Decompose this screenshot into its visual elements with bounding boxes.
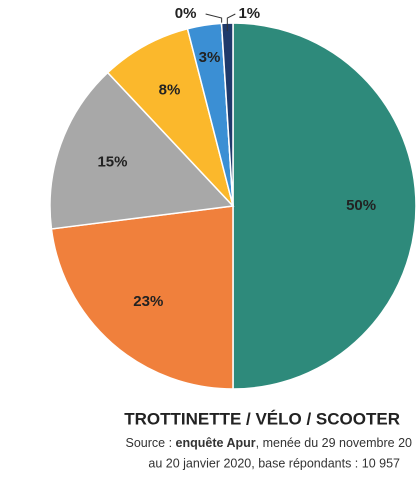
data-label: 50% (346, 197, 376, 214)
chart-title: TROTTINETTE / VÉLO / SCOOTER (124, 409, 400, 428)
source-bold: enquête Apur (176, 436, 256, 450)
pie-slice (232, 22, 416, 390)
data-label: 15% (97, 154, 127, 171)
pie: 50% 23% 15% 8% 3% 0% 1% (49, 5, 416, 390)
data-label: 8% (159, 82, 181, 99)
pie-slice (50, 205, 234, 390)
pie-slice (49, 71, 235, 230)
source-text: Source : (126, 436, 176, 450)
source-line-2: au 20 janvier 2020, base répondants : 10… (148, 456, 400, 470)
pie-slice (106, 27, 234, 207)
source-line-1: Source : enquête Apur, menée du 29 novem… (126, 436, 413, 450)
data-label: 23% (133, 293, 163, 310)
data-label: 1% (238, 5, 260, 22)
source-text: , menée du 29 novembre 20 (256, 436, 412, 450)
data-label: 0% (175, 5, 197, 22)
data-label: 3% (199, 49, 221, 66)
leader-line (226, 13, 236, 32)
